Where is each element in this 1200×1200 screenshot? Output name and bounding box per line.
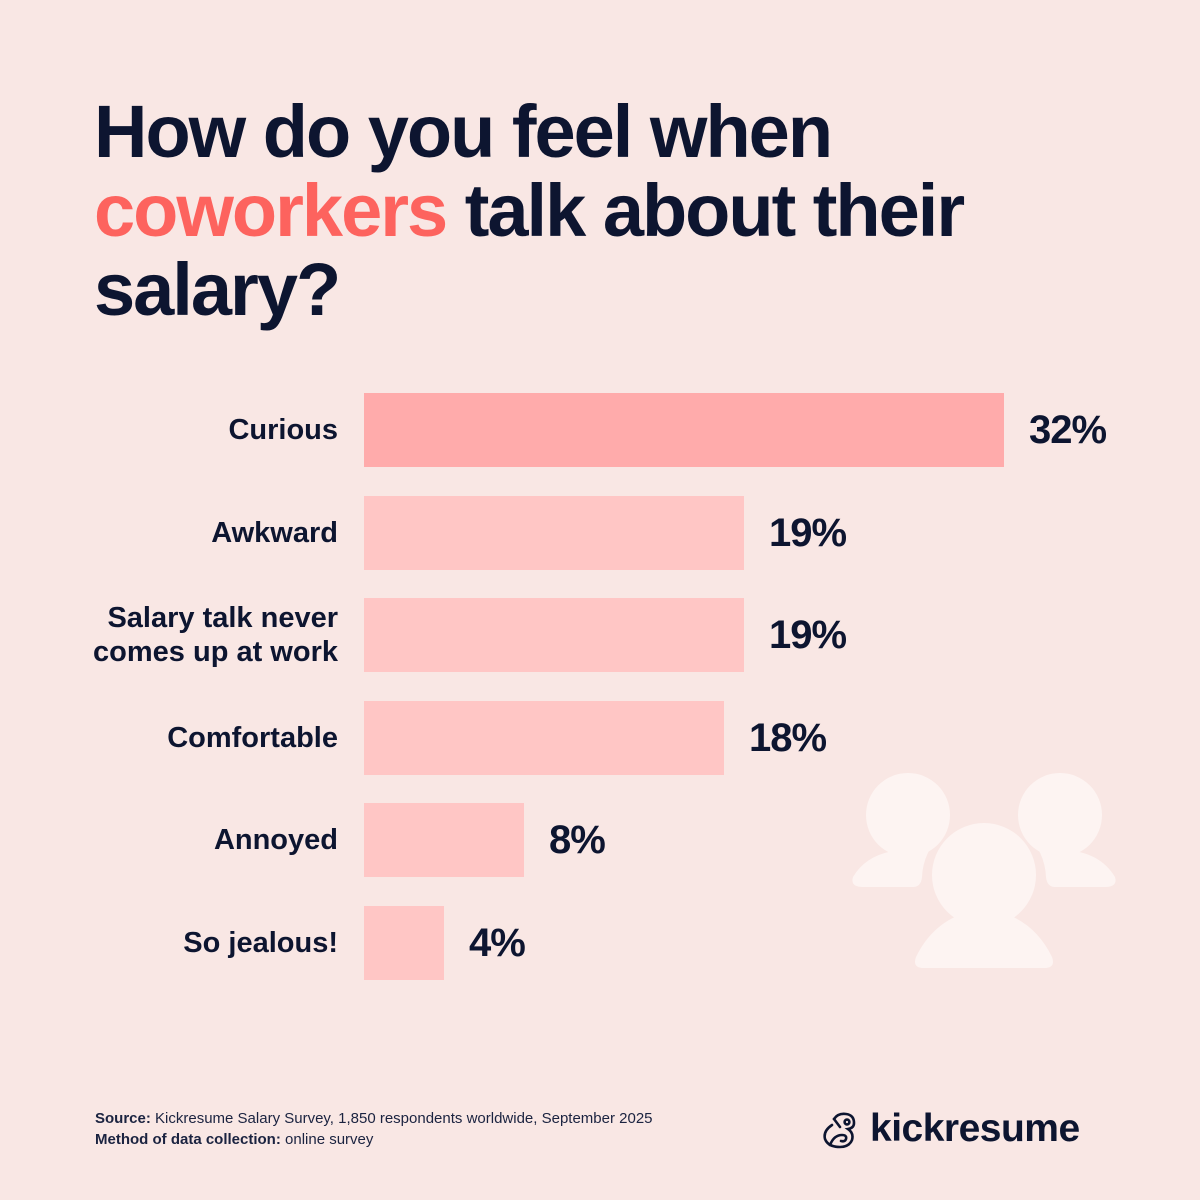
bar-row: Salary talk never comes up at work 19% xyxy=(0,598,1200,672)
bar xyxy=(364,598,744,672)
bar xyxy=(364,701,724,775)
bar-label: Awkward xyxy=(211,517,338,549)
bar-value-label: 18% xyxy=(749,715,827,760)
bar-row: Comfortable 18% xyxy=(0,701,1200,775)
title-line-2: talk about their salary? xyxy=(94,169,965,331)
bar-label: Curious xyxy=(228,414,338,446)
bar xyxy=(364,496,744,570)
bar-label: Annoyed xyxy=(213,824,338,856)
bar-value-label: 8% xyxy=(549,817,606,862)
chart-title: How do you feel when coworkers talk abou… xyxy=(94,92,994,329)
bar xyxy=(364,393,1004,467)
method-line: Method of data collection: online survey xyxy=(95,1129,653,1150)
bar-value-label: 4% xyxy=(469,920,526,965)
title-line-1: How do you feel when xyxy=(94,90,833,173)
bar-value-label: 19% xyxy=(769,510,847,555)
chameleon-logo-icon xyxy=(823,1112,856,1149)
bar-row: So jealous! 4% xyxy=(0,906,1200,980)
bar xyxy=(364,906,444,980)
title-accent-word: coworkers xyxy=(94,169,448,252)
bar-label: Comfortable xyxy=(167,722,338,754)
logo-wordmark: kickresume xyxy=(870,1107,1080,1150)
bar xyxy=(364,803,524,877)
footer-notes: Source: Kickresume Salary Survey, 1,850 … xyxy=(95,1108,653,1150)
bar-row: Curious 32% xyxy=(0,393,1200,467)
bar-row: Annoyed 8% xyxy=(0,803,1200,877)
bar-value-label: 19% xyxy=(769,612,847,657)
bar-row: Awkward 19% xyxy=(0,496,1200,570)
bar-label: So jealous! xyxy=(183,927,338,959)
kickresume-logo: kickresume xyxy=(820,1106,1080,1152)
bar-label: Salary talk never comes up at work xyxy=(93,602,338,668)
source-label: Source: xyxy=(95,1110,151,1127)
people-group-icon xyxy=(852,773,1116,968)
bar-value-label: 32% xyxy=(1029,407,1107,452)
method-label: Method of data collection: xyxy=(95,1131,281,1148)
method-text: online survey xyxy=(285,1131,374,1148)
source-line: Source: Kickresume Salary Survey, 1,850 … xyxy=(95,1108,653,1129)
source-text: Kickresume Salary Survey, 1,850 responde… xyxy=(155,1110,653,1127)
